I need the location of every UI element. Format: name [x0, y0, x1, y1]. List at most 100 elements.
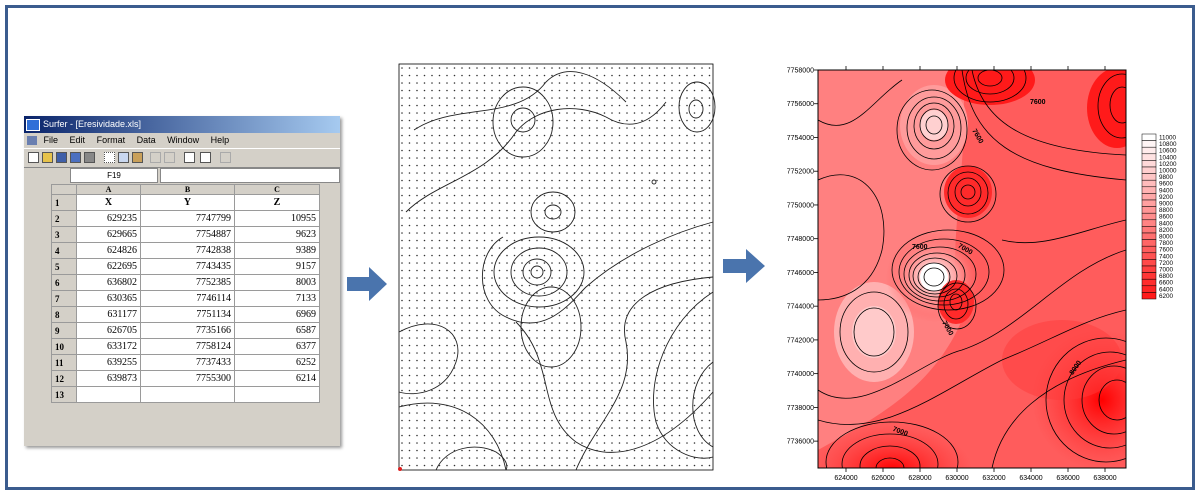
row-number[interactable]: 12 [51, 370, 77, 387]
cell-x[interactable]: 622695 [76, 258, 141, 275]
cell-z[interactable]: 9389 [234, 242, 320, 259]
new-icon[interactable] [28, 152, 39, 163]
empty-cell[interactable] [140, 386, 235, 403]
redo-icon[interactable] [164, 152, 175, 163]
cell-y[interactable]: 7735166 [140, 322, 235, 339]
y-tick-label: 7754000 [787, 135, 814, 142]
cell-z[interactable]: 9157 [234, 258, 320, 275]
open-icon[interactable] [42, 152, 53, 163]
legend-swatch [1141, 252, 1157, 260]
sort-icon[interactable] [184, 152, 195, 163]
copy-icon[interactable] [118, 152, 129, 163]
cell-x[interactable]: 639255 [76, 354, 141, 371]
menu-file[interactable]: File [43, 135, 59, 145]
cell-y[interactable]: 7747799 [140, 210, 235, 227]
cell-z[interactable]: 6252 [234, 354, 320, 371]
cell-y[interactable]: 7754887 [140, 226, 235, 243]
cell-x[interactable]: 624826 [76, 242, 141, 259]
paste-icon[interactable] [132, 152, 143, 163]
formula-input[interactable] [160, 168, 340, 183]
legend-swatch [1141, 140, 1157, 148]
cell-x[interactable]: 626705 [76, 322, 141, 339]
cell-z[interactable]: 7133 [234, 290, 320, 307]
table-row: 10 633172 7758124 6377 [51, 338, 320, 355]
figure-frame [5, 5, 1195, 490]
row-number[interactable]: 2 [51, 210, 77, 227]
header-y[interactable]: Y [140, 194, 235, 211]
column-header-b[interactable]: B [140, 184, 235, 195]
menu-window[interactable]: Window [167, 135, 200, 145]
y-tick-label: 7748000 [787, 236, 814, 243]
cell-x[interactable]: 631177 [76, 306, 141, 323]
cell-y[interactable]: 7755300 [140, 370, 235, 387]
help-cursor-icon[interactable] [200, 152, 211, 163]
row-number[interactable]: 8 [51, 306, 77, 323]
menu-data[interactable]: Data [136, 135, 156, 145]
data-table: A B C 1 X Y Z 2 629235 7747799 10955 3 629665… [51, 184, 320, 403]
cell-x[interactable]: 636802 [76, 274, 141, 291]
row-number[interactable]: 7 [51, 290, 77, 307]
save-icon[interactable] [56, 152, 67, 163]
cell-x[interactable]: 633172 [76, 338, 141, 355]
cell-y[interactable]: 7746114 [140, 290, 235, 307]
y-tick-label: 7758000 [787, 68, 814, 75]
table-row: 9 626705 7735166 6587 [51, 322, 320, 339]
cell-z[interactable]: 6587 [234, 322, 320, 339]
row-number[interactable]: 6 [51, 274, 77, 291]
row-number[interactable]: 5 [51, 258, 77, 275]
map-contour-lines [818, 70, 1126, 468]
cell-z[interactable]: 6377 [234, 338, 320, 355]
column-header-c[interactable]: C [234, 184, 320, 195]
cell-y[interactable]: 7743435 [140, 258, 235, 275]
cell-y[interactable]: 7742838 [140, 242, 235, 259]
cell-z[interactable]: 8003 [234, 274, 320, 291]
menu-edit[interactable]: Edit [69, 135, 86, 145]
header-z[interactable]: Z [234, 194, 320, 211]
cell-y[interactable]: 7751134 [140, 306, 235, 323]
cell-y[interactable]: 7737433 [140, 354, 235, 371]
menu-format[interactable]: Format [96, 135, 126, 145]
cell-z[interactable]: 10955 [234, 210, 320, 227]
contour-label: 7600 [1030, 99, 1046, 106]
column-header-a[interactable]: A [76, 184, 141, 195]
legend-label: 9400 [1159, 187, 1174, 194]
empty-cell[interactable] [76, 386, 141, 403]
header-x[interactable]: X [76, 194, 141, 211]
cut-icon[interactable] [104, 152, 115, 163]
row-number[interactable]: 13 [51, 386, 77, 403]
row-number[interactable]: 10 [51, 338, 77, 355]
row-number[interactable]: 9 [51, 322, 77, 339]
select-all-corner[interactable] [51, 184, 77, 195]
cell-x[interactable]: 629235 [76, 210, 141, 227]
row-number[interactable]: 1 [51, 194, 77, 211]
print-icon[interactable] [84, 152, 95, 163]
cell-y[interactable]: 7758124 [140, 338, 235, 355]
legend-label: 11000 [1159, 135, 1177, 142]
table-row: 8 631177 7751134 6969 [51, 306, 320, 323]
cell-x[interactable]: 630365 [76, 290, 141, 307]
x-tick-label: 632000 [982, 475, 1005, 482]
undo-icon[interactable] [150, 152, 161, 163]
row-number[interactable]: 11 [51, 354, 77, 371]
table-row: 11 639255 7737433 6252 [51, 354, 320, 371]
legend-label: 9000 [1159, 201, 1174, 208]
cell-y[interactable]: 7752385 [140, 274, 235, 291]
legend-label: 8000 [1159, 234, 1174, 241]
x-tick-label: 626000 [871, 475, 894, 482]
cell-x[interactable]: 639873 [76, 370, 141, 387]
cell-reference-box[interactable]: F19 [70, 168, 158, 183]
legend-label: 10600 [1159, 148, 1177, 155]
toolbar [24, 148, 340, 168]
cell-z[interactable]: 6969 [234, 306, 320, 323]
row-number[interactable]: 3 [51, 226, 77, 243]
row-number[interactable]: 4 [51, 242, 77, 259]
cell-z[interactable]: 9623 [234, 226, 320, 243]
x-tick-label: 630000 [945, 475, 968, 482]
import-icon[interactable] [70, 152, 81, 163]
cell-x[interactable]: 629665 [76, 226, 141, 243]
stats-icon[interactable] [220, 152, 231, 163]
cell-z[interactable]: 6214 [234, 370, 320, 387]
menu-help[interactable]: Help [210, 135, 230, 145]
empty-cell[interactable] [234, 386, 320, 403]
y-tick-label: 7744000 [787, 304, 814, 311]
